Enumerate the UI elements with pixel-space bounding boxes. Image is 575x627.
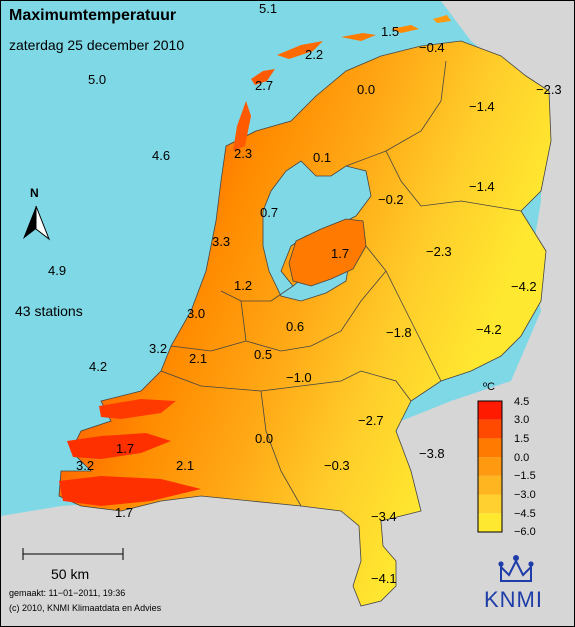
station-value: −1.4 xyxy=(469,99,495,114)
station-value: −1.8 xyxy=(386,325,412,340)
wadden-island-rottumeroog xyxy=(433,15,451,23)
wadden-island-ameland xyxy=(341,33,376,41)
station-value: −4.2 xyxy=(511,279,537,294)
station-value: −2.3 xyxy=(426,244,452,259)
stations-count: 43 stations xyxy=(15,303,83,319)
station-value: 0.0 xyxy=(357,82,375,97)
legend-tick: −4.5 xyxy=(514,508,536,520)
legend-tick: −6.0 xyxy=(514,526,536,538)
station-value: 4.9 xyxy=(48,263,66,278)
station-value: 5.1 xyxy=(259,1,277,16)
station-value: 3.0 xyxy=(187,306,205,321)
station-value: 2.3 xyxy=(234,146,252,161)
station-value: 1.2 xyxy=(234,278,252,293)
wadden-island-schiermonnikoog xyxy=(391,25,419,33)
station-value: −2.7 xyxy=(358,413,384,428)
netherlands-land xyxy=(58,40,552,607)
station-value: 2.7 xyxy=(255,78,273,93)
legend-swatch xyxy=(478,401,502,420)
station-value: 1.7 xyxy=(331,246,349,261)
station-value: −3.4 xyxy=(371,509,397,524)
wadden-island-texel xyxy=(233,101,251,151)
station-value: 0.6 xyxy=(286,319,304,334)
station-value: −0.2 xyxy=(378,192,404,207)
legend-tick: −1.5 xyxy=(514,470,536,482)
legend-tick: 3.0 xyxy=(514,414,530,426)
legend-swatch xyxy=(478,494,502,514)
legend-swatch xyxy=(478,513,502,532)
station-value: 2.1 xyxy=(189,351,207,366)
station-value: 0.1 xyxy=(313,150,331,165)
map-subtitle: zaterdag 25 december 2010 xyxy=(9,37,185,53)
knmi-crown-icon xyxy=(498,555,534,582)
zeeland-island-north xyxy=(99,399,176,419)
station-value: 5.0 xyxy=(88,72,106,87)
north-label: N xyxy=(30,186,39,200)
legend-swatch xyxy=(478,475,502,495)
station-value: −1.4 xyxy=(469,179,495,194)
station-value: −0.3 xyxy=(324,458,350,473)
knmi-logo-text: KNMI xyxy=(484,587,543,612)
station-value: 3.2 xyxy=(76,458,94,473)
station-value: −2.3 xyxy=(536,82,562,97)
station-value: 0.0 xyxy=(255,431,273,446)
station-value: −3.8 xyxy=(419,446,445,461)
station-values: 5.1 1.5 2.2 −0.4 5.0 2.7 0.0 −2.3 −1.4 4… xyxy=(48,1,562,586)
legend-tick: 0.0 xyxy=(514,452,530,464)
scale-label: 50 km xyxy=(51,566,90,582)
legend-tick: 1.5 xyxy=(514,433,530,445)
station-value: −4.1 xyxy=(371,571,397,586)
station-value: 1.7 xyxy=(115,505,133,520)
station-value: −1.0 xyxy=(286,370,312,385)
wadden-island-terschelling xyxy=(277,41,323,59)
legend-unit: ºC xyxy=(483,381,495,393)
station-value: 3.2 xyxy=(149,341,167,356)
station-value: 4.2 xyxy=(89,359,107,374)
map-title: Maximumtemperatuur xyxy=(9,7,177,24)
station-value: 0.7 xyxy=(260,205,278,220)
legend-swatch xyxy=(478,438,502,458)
scale-bar xyxy=(22,548,124,560)
zeeland-flanders xyxy=(59,476,201,506)
station-value: 1.7 xyxy=(116,441,134,456)
legend-swatch xyxy=(478,457,502,476)
footer-made: gemaakt: 11−01−2011, 19:36 xyxy=(9,588,126,598)
flevoland xyxy=(288,218,367,287)
station-value: 1.5 xyxy=(381,24,399,39)
legend-tick: 4.5 xyxy=(514,396,530,408)
foreign-land-south xyxy=(1,506,366,626)
station-value: 2.2 xyxy=(305,47,323,62)
footer-copyright: (c) 2010, KNMI Klimaatdata en Advies xyxy=(9,603,162,613)
province-borders xyxy=(160,60,522,507)
north-arrow-icon xyxy=(23,205,51,241)
station-value: 3.3 xyxy=(212,234,230,249)
station-value: 0.5 xyxy=(254,347,272,362)
legend-colorbar xyxy=(477,400,503,533)
wadden-island-vlieland xyxy=(251,69,275,85)
station-value: −0.4 xyxy=(419,40,445,55)
station-value: 2.1 xyxy=(176,458,194,473)
legend-tick: −3.0 xyxy=(514,489,536,501)
legend-swatch xyxy=(478,419,502,439)
station-value: −4.2 xyxy=(476,322,502,337)
zeeland-island-mid xyxy=(67,433,171,459)
station-value: 4.6 xyxy=(152,148,170,163)
